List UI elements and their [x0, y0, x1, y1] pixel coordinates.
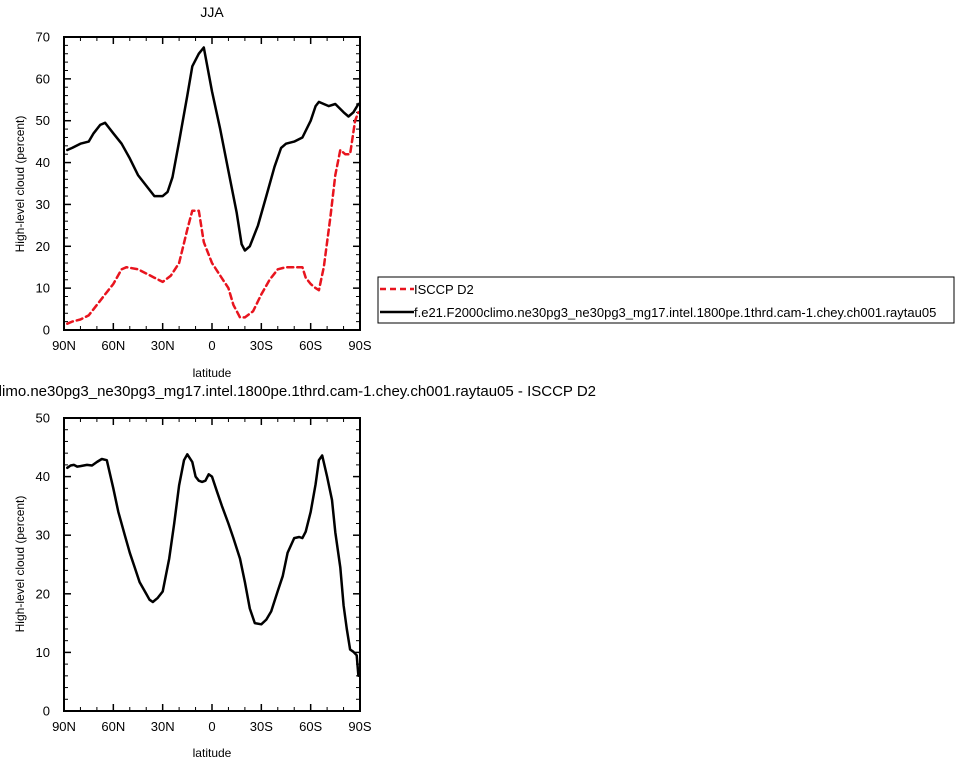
x-tick-label: 30S: [250, 719, 273, 734]
y-tick-label: 50: [36, 411, 50, 426]
y-tick-label: 50: [36, 113, 50, 128]
y-tick-label: 30: [36, 528, 50, 543]
series-line-isccp: [66, 111, 360, 325]
y-axis-label: High-level cloud (percent): [13, 496, 27, 633]
plot-frame: [63, 417, 361, 712]
y-tick-label: 30: [36, 197, 50, 212]
series-layer: [66, 453, 360, 678]
chart-title: JJA: [200, 4, 224, 20]
x-tick-label: 60N: [101, 338, 125, 353]
y-tick-label: 10: [36, 281, 50, 296]
y-axis-label: High-level cloud (percent): [13, 116, 27, 253]
axis-ticks: 90N 60N 30N 0 30S 60S 90S 0 10 20 30 40 50: [36, 411, 372, 735]
x-tick-label: 0: [208, 338, 215, 353]
legend-label-isccp: ISCCP D2: [414, 282, 474, 297]
panel-top: JJA High-level cloud (percent) latitude …: [13, 4, 372, 380]
x-tick-label: 30N: [151, 719, 175, 734]
legend: ISCCP D2 f.e21.F2000climo.ne30pg3_ne30pg…: [377, 276, 955, 324]
x-tick-label: 90N: [52, 719, 76, 734]
x-tick-label: 30N: [151, 338, 175, 353]
x-tick-label: 0: [208, 719, 215, 734]
x-tick-label: 60S: [299, 338, 322, 353]
y-tick-label: 70: [36, 30, 50, 45]
y-tick-label: 40: [36, 155, 50, 170]
x-tick-label: 90S: [348, 338, 371, 353]
y-tick-label: 0: [43, 323, 50, 338]
x-tick-label: 30S: [250, 338, 273, 353]
plot-frame: [63, 36, 361, 331]
y-tick-label: 10: [36, 645, 50, 660]
y-tick-label: 40: [36, 469, 50, 484]
x-tick-label: 90S: [348, 719, 371, 734]
x-axis-label: latitude: [193, 746, 232, 760]
y-tick-label: 20: [36, 586, 50, 601]
x-axis-label: latitude: [193, 366, 232, 380]
series-layer: [66, 46, 360, 325]
x-tick-label: 60N: [101, 719, 125, 734]
chart-title: f.e21.F2000climo.ne30pg3_ne30pg3_mg17.in…: [0, 383, 596, 400]
series-line-model: [66, 46, 360, 252]
x-tick-label: 90N: [52, 338, 76, 353]
panel-bottom: f.e21.F2000climo.ne30pg3_ne30pg3_mg17.in…: [0, 383, 596, 760]
series-line-model: [66, 453, 360, 678]
legend-label-model: f.e21.F2000climo.ne30pg3_ne30pg3_mg17.in…: [414, 305, 936, 320]
y-tick-label: 0: [43, 704, 50, 719]
legend-box: [377, 276, 955, 324]
axis-ticks: 90N 60N 30N 0 30S 60S 90S 0 10 20 30 40 50 60 70: [36, 30, 372, 354]
y-tick-label: 20: [36, 239, 50, 254]
y-tick-label: 60: [36, 71, 50, 86]
x-tick-label: 60S: [299, 719, 322, 734]
